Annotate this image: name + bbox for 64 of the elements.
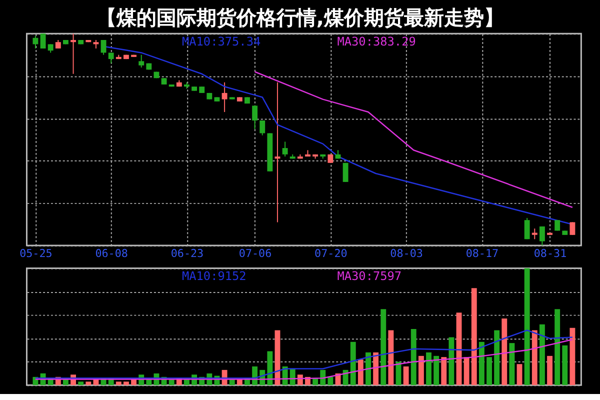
candlestick [252,105,258,130]
candlestick [100,39,106,56]
bar [267,351,273,386]
bar [532,330,538,386]
candlestick [539,226,545,246]
candlestick [222,82,228,113]
bar [524,268,530,386]
bar [570,328,576,386]
bar [418,356,424,386]
bar [297,374,303,386]
text: MA30:7597 [337,269,402,284]
candlestick [108,52,114,64]
bar [486,357,492,386]
bar [366,352,371,386]
candlestick [40,33,46,49]
bar [124,382,129,386]
bar [547,356,552,386]
bar [403,366,409,386]
candlestick [138,54,144,68]
bar [328,376,334,386]
candlestick [70,33,76,74]
bar [562,345,568,386]
x-tick-label: 06-08 [95,246,128,260]
candlestick [342,162,348,182]
bar [410,329,416,386]
bar [373,352,379,386]
bar [342,370,348,386]
text: MA30:383.29 [337,34,416,49]
candlestick [570,222,576,236]
bar [471,288,477,386]
chart-title: 【煤的国际期货价格行情,煤价期货最新走势】 [96,6,504,30]
bar [426,352,432,386]
candlestick [524,217,530,240]
bar [502,318,508,386]
bar [434,356,440,386]
bar [516,364,522,386]
bar [509,343,515,386]
x-tick-label: 05-25 [20,246,52,260]
candlestick [532,228,538,240]
series-label: MA10:375.34 [182,34,261,49]
candlestick [32,35,38,49]
bar [358,359,364,386]
bar [554,309,560,386]
x-tick-label: 07-06 [238,246,272,260]
bar [86,382,92,386]
bar [478,342,484,386]
text: MA10:9152 [182,269,246,284]
bar [388,330,394,386]
bar [380,309,386,386]
bar [78,382,84,386]
x-tick-label: 08-03 [390,246,423,260]
bar [494,330,500,386]
x-tick-label: 07-20 [314,246,348,260]
candlestick [260,120,266,136]
bar [441,357,447,386]
x-tick-label: 06-23 [170,246,204,260]
x-tick-label: 08-17 [466,246,499,260]
bar [116,382,122,386]
candlestick [282,141,288,158]
x-tick-label: 08-31 [534,246,567,260]
bar [350,342,356,386]
bar [448,337,454,386]
bar [539,324,545,386]
bar [464,357,470,386]
